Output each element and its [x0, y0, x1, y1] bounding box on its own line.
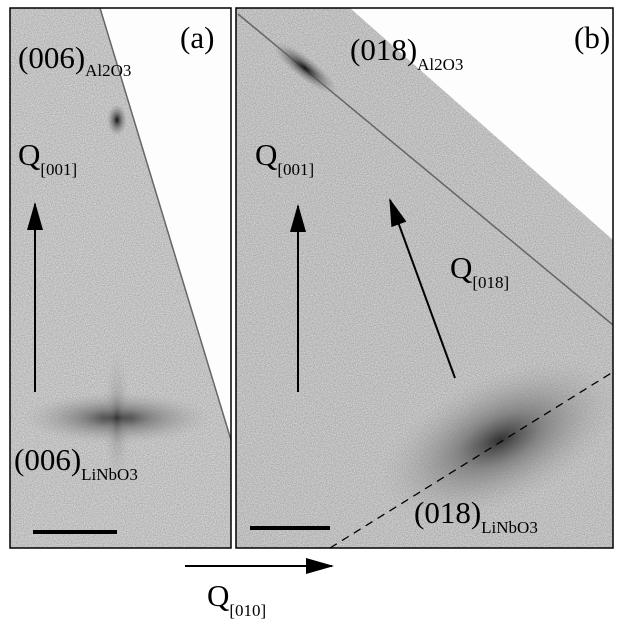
axis-label: Q[001] [18, 137, 77, 179]
axis-label: Q[001] [255, 137, 314, 179]
axis-label: Q[018] [450, 250, 509, 292]
sub: LiNbO3 [481, 518, 538, 537]
sub: [001] [40, 160, 77, 179]
main: Q [207, 578, 229, 613]
panel-a-image [10, 8, 231, 548]
sub: LiNbO3 [81, 465, 138, 484]
arrow [389, 198, 456, 379]
main: (018) [414, 495, 481, 530]
main: (006) [14, 442, 81, 477]
panel-label: (b) [574, 20, 610, 55]
main: Q [255, 137, 277, 172]
panel-frame [235, 7, 614, 549]
peak-label: (006)Al2O3 [18, 40, 131, 80]
axis-label: Q[010] [207, 578, 266, 620]
main: Q [450, 250, 472, 285]
peak-label: (006)LiNbO3 [14, 442, 138, 484]
peak-label: (018)LiNbO3 [414, 495, 538, 537]
main: (018) [350, 32, 417, 67]
main: Q [18, 137, 40, 172]
panel-frame [9, 7, 232, 549]
peak-label: (018)Al2O3 [350, 32, 463, 74]
main: (006) [18, 40, 85, 75]
sub: [018] [472, 273, 509, 292]
panel-label: (a) [180, 20, 214, 55]
sub: Al2O3 [417, 55, 463, 74]
sub: [001] [277, 160, 314, 179]
sub: Al2O3 [85, 61, 131, 80]
sub: [010] [229, 601, 266, 620]
panel-b-image [236, 8, 613, 548]
